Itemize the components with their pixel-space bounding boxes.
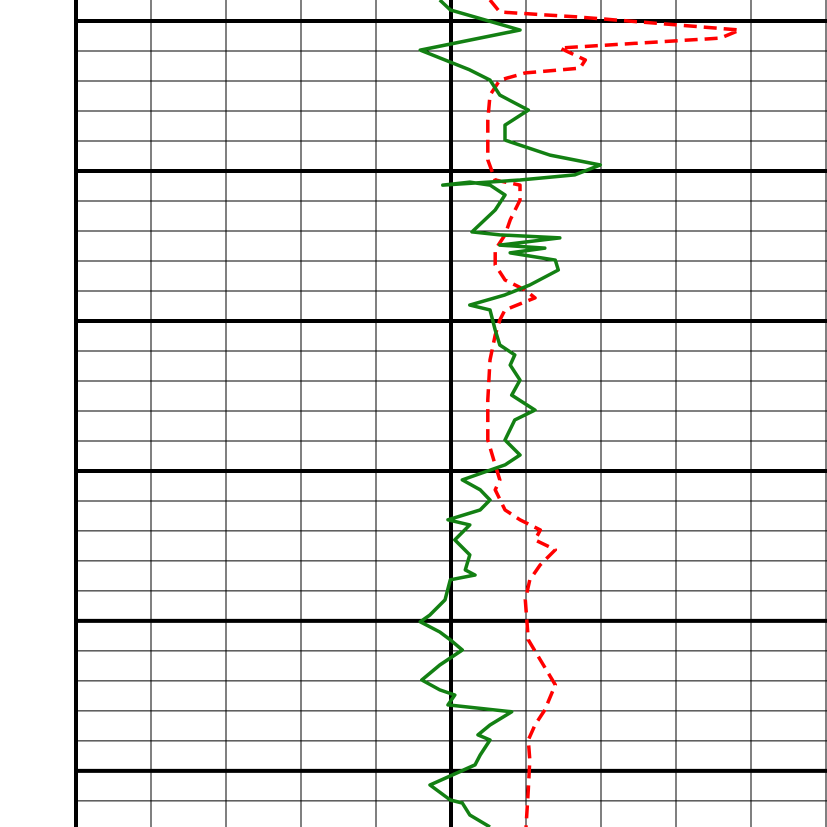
log-curve <box>486 0 742 827</box>
log-curve <box>418 0 603 827</box>
